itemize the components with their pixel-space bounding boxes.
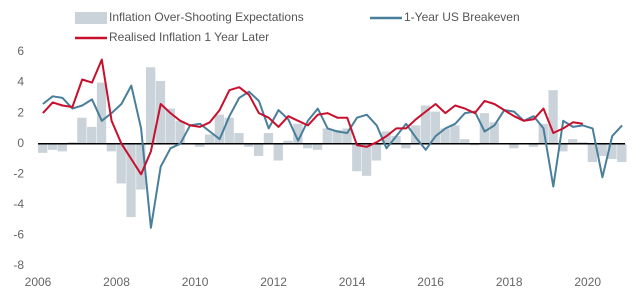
bar — [597, 143, 607, 156]
y-tick-label: -2 — [13, 166, 24, 180]
bar — [509, 143, 519, 149]
bar — [273, 143, 283, 161]
bar — [352, 143, 362, 172]
bar — [322, 128, 332, 144]
bar — [312, 143, 323, 150]
y-tick-label: 2 — [17, 105, 24, 119]
bar — [38, 143, 48, 153]
y-tick-label: 0 — [17, 136, 24, 150]
x-tick-label: 2008 — [103, 275, 130, 289]
bar — [253, 143, 264, 156]
bar — [224, 117, 234, 144]
bar — [587, 143, 598, 163]
bar — [293, 123, 303, 144]
bar — [420, 105, 431, 144]
bar — [469, 143, 480, 146]
y-tick-label: -8 — [13, 258, 24, 272]
y-tick-label: 6 — [17, 44, 24, 58]
bar — [411, 125, 421, 144]
x-tick-label: 2014 — [339, 275, 366, 289]
bar — [460, 139, 470, 144]
x-tick-label: 2016 — [417, 275, 444, 289]
y-tick-label: -6 — [13, 228, 24, 242]
bar — [371, 143, 382, 161]
bar — [332, 129, 342, 144]
bar — [263, 133, 274, 144]
bar — [87, 126, 97, 144]
x-tick-label: 2020 — [574, 275, 601, 289]
bar — [106, 143, 117, 152]
bar — [126, 143, 136, 218]
bar — [489, 122, 499, 144]
x-tick-label: 2010 — [182, 275, 209, 289]
bar — [391, 136, 401, 144]
y-tick-label: 4 — [17, 75, 24, 89]
legend-label: Realised Inflation 1 Year Later — [109, 30, 269, 44]
bar — [538, 123, 548, 144]
bar — [244, 143, 254, 147]
bar — [381, 131, 391, 144]
bar — [165, 108, 175, 144]
bar — [145, 67, 156, 144]
bar — [116, 143, 126, 184]
legend-label: Inflation Over-Shooting Expectations — [109, 10, 304, 24]
bar — [568, 139, 578, 144]
bar — [617, 143, 627, 163]
bar — [450, 125, 460, 144]
legend-swatch — [75, 12, 107, 24]
bar — [401, 143, 411, 149]
bar — [558, 143, 568, 152]
bar — [234, 133, 244, 144]
bar — [77, 117, 87, 144]
bar — [155, 81, 166, 144]
line — [42, 58, 583, 176]
bar — [430, 111, 440, 144]
bar — [57, 143, 67, 152]
bar — [342, 128, 352, 144]
bar — [136, 143, 146, 190]
bar — [548, 90, 558, 144]
bar — [440, 128, 450, 144]
bar — [528, 143, 539, 147]
bar — [607, 143, 617, 159]
bar — [283, 140, 293, 144]
bar — [214, 114, 225, 144]
legend-label: 1-Year US Breakeven — [404, 10, 520, 24]
bar — [175, 120, 185, 144]
bar — [361, 143, 372, 176]
bar — [96, 82, 107, 144]
bar — [577, 142, 588, 144]
y-tick-label: -4 — [13, 197, 24, 211]
bar — [303, 143, 313, 149]
bar — [47, 143, 58, 150]
bar — [67, 142, 77, 144]
bar — [479, 113, 490, 144]
bar — [204, 134, 215, 144]
x-tick-label: 2018 — [496, 275, 523, 289]
x-tick-label: 2012 — [260, 275, 287, 289]
bar — [195, 143, 205, 147]
x-tick-label: 2006 — [25, 275, 52, 289]
